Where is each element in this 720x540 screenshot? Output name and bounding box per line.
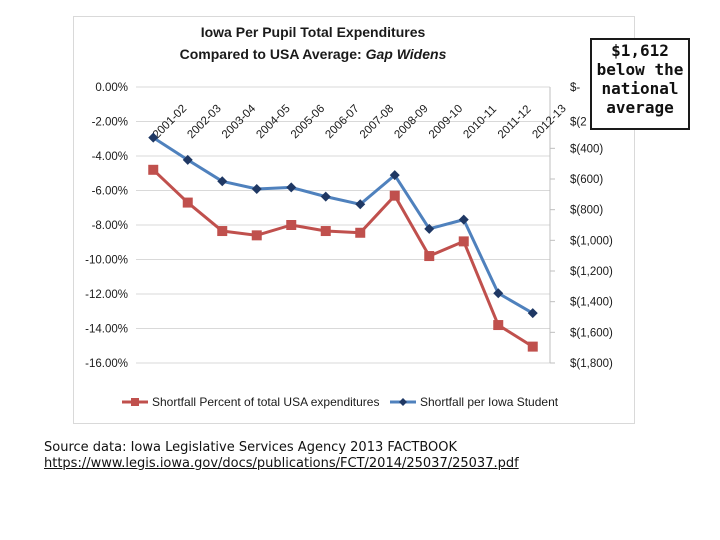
callout-line-3: national <box>601 79 679 98</box>
data-point-square <box>217 226 228 237</box>
left-axis-tick-label: -12.00% <box>85 289 128 301</box>
right-axis-tick-label: $(600) <box>570 174 603 186</box>
left-axis-tick-label: -6.00% <box>92 186 128 198</box>
data-point-diamond <box>424 223 435 234</box>
data-point-square <box>458 236 469 247</box>
left-axis-tick-label: -8.00% <box>92 220 128 232</box>
series-layer <box>148 132 538 352</box>
right-axis-tick-label: $(400) <box>570 143 603 155</box>
category-label: 2011-12 <box>496 103 534 141</box>
series-line-1 <box>152 168 534 348</box>
data-point-diamond <box>251 183 262 194</box>
gridlines <box>136 86 550 364</box>
data-point-square <box>182 197 193 208</box>
right-axis-tick-label: $- <box>570 82 580 94</box>
data-point-diamond <box>527 308 538 319</box>
data-point-square <box>320 226 331 237</box>
category-label: 2010-11 <box>461 103 499 141</box>
callout-line-4: average <box>606 98 674 117</box>
legend-swatch-marker <box>399 398 407 406</box>
data-point-square <box>424 251 435 262</box>
chart-title-prefix: Compared to USA Average: <box>180 46 362 62</box>
legend-swatch-marker <box>131 398 139 406</box>
expenditure-chart: Iowa Per Pupil Total Expenditures Compar… <box>85 24 613 409</box>
data-point-square <box>527 341 538 352</box>
data-point-diamond <box>493 288 504 299</box>
data-point-diamond <box>389 170 400 181</box>
left-axis-tick-label: -2.00% <box>92 117 128 129</box>
data-point-square <box>251 230 262 241</box>
gap-callout-box: $1,612 below the national average <box>590 38 690 130</box>
left-axis-tick-label: -4.00% <box>92 151 128 163</box>
source-link[interactable]: https://www.legis.iowa.gov/docs/publicat… <box>44 456 519 471</box>
chart-title-line2: Compared to USA Average: Gap Widens <box>180 46 447 62</box>
left-axis-tick-label: 0.00% <box>95 82 128 94</box>
data-point-diamond <box>458 214 469 225</box>
data-point-square <box>389 190 400 201</box>
legend-label: Shortfall Percent of total USA expenditu… <box>152 395 379 409</box>
data-point-diamond <box>355 199 366 210</box>
data-point-diamond <box>182 154 193 165</box>
source-text: Source data: Iowa Legislative Services A… <box>44 440 458 455</box>
data-point-square <box>148 164 159 175</box>
chart-title-italic: Gap Widens <box>366 46 447 62</box>
right-axis-tick-label: $(1,400) <box>570 297 613 309</box>
right-axis-tick-label: $(1,000) <box>570 235 613 247</box>
right-axis-tick-label: $(1,200) <box>570 266 613 278</box>
right-axis-tick-label: $(2 <box>570 117 587 129</box>
callout-line-1: $1,612 <box>611 41 669 60</box>
data-point-diamond <box>217 176 228 187</box>
axes: 0.00% -2.00% -4.00% -6.00% -8.00% -10.00% -12.… <box>85 82 613 370</box>
source-note: Source data: Iowa Legislative Services A… <box>44 440 519 472</box>
data-point-diamond <box>286 182 297 193</box>
series-line-2 <box>152 136 534 315</box>
left-axis-tick-label: -10.00% <box>85 255 128 267</box>
data-point-square <box>355 227 366 238</box>
left-axis-tick-label: -16.00% <box>85 358 128 370</box>
callout-line-2: below the <box>596 60 684 79</box>
chart-panel: Iowa Per Pupil Total Expenditures Compar… <box>73 16 635 424</box>
legend-label: Shortfall per Iowa Student <box>420 395 559 409</box>
left-axis-tick-label: -14.00% <box>85 324 128 336</box>
right-axis-tick-label: $(800) <box>570 205 603 217</box>
legend: Shortfall Percent of total USA expenditu… <box>122 395 559 409</box>
chart-title-line1: Iowa Per Pupil Total Expenditures <box>201 24 426 40</box>
right-axis-tick-label: $(1,800) <box>570 358 613 370</box>
right-axis-tick-label: $(1,600) <box>570 327 613 339</box>
data-point-square <box>493 320 504 331</box>
data-point-diamond <box>148 132 159 143</box>
data-point-square <box>286 220 297 230</box>
data-point-diamond <box>320 191 331 202</box>
